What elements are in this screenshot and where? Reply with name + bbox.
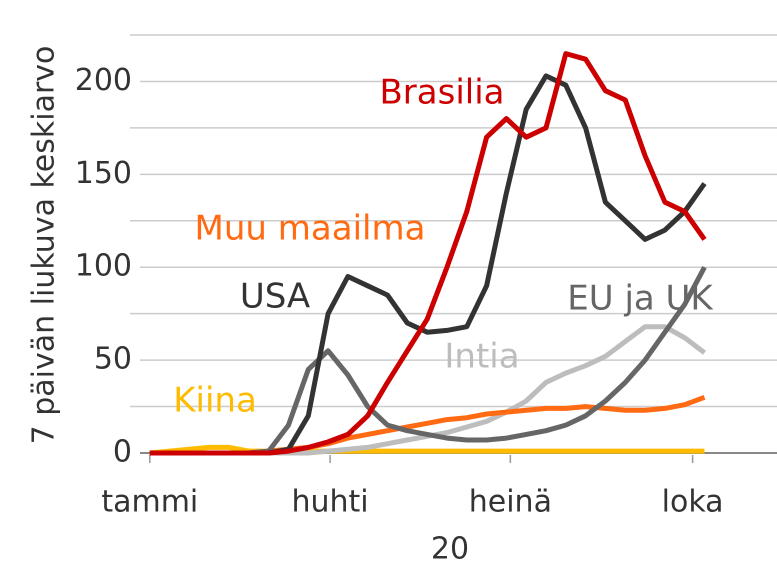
x-tick-label: heinä [469,485,552,520]
series-label: Intia [444,337,519,377]
series-label: Kiina [173,381,257,421]
y-tick-label: 150 [75,156,132,191]
series-label: EU ja UK [567,279,714,319]
series-line [149,51,707,456]
series-label: USA [240,277,310,317]
x-axis-label: 20 [431,532,469,567]
y-tick-label: 200 [75,63,132,98]
series-line [149,444,705,456]
series-label: Muu maailma [195,209,426,249]
y-tick-label: 50 [94,342,132,377]
x-tick-label: loka [662,485,724,520]
y-tick-label: 100 [75,249,132,284]
x-tick-label: huhti [292,485,369,520]
y-axis-label: 7 päivän liukuva keskiarvo [27,46,62,445]
y-tick-label: 0 [113,435,132,470]
x-tick-label: tammi [101,485,198,520]
series-label: Brasilia [379,73,504,113]
